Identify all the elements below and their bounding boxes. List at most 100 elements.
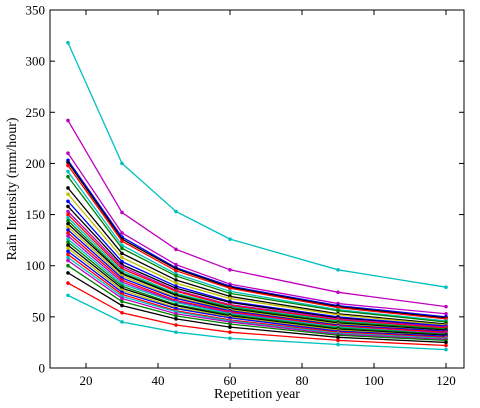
data-point <box>66 215 70 220</box>
data-point <box>66 258 70 263</box>
data-point <box>66 237 70 241</box>
data-point <box>228 330 232 335</box>
series-line <box>67 162 447 319</box>
series-6 <box>66 163 448 321</box>
data-point <box>174 281 178 285</box>
data-point <box>66 186 70 190</box>
data-point <box>66 263 70 268</box>
data-point <box>66 225 70 229</box>
data-point <box>66 252 70 257</box>
data-point <box>66 249 70 254</box>
series-line <box>67 193 447 326</box>
series-line <box>67 260 447 341</box>
data-point <box>66 163 70 168</box>
x-tick-label: 60 <box>224 373 237 388</box>
series-line <box>67 257 447 339</box>
series-line <box>67 152 447 315</box>
data-point <box>336 335 340 340</box>
series-line <box>67 120 447 308</box>
data-point <box>66 246 70 251</box>
data-point <box>174 269 178 273</box>
series-line <box>67 232 447 333</box>
data-point <box>66 118 70 123</box>
x-tick-label: 20 <box>80 373 93 388</box>
data-point <box>174 330 178 335</box>
data-point <box>336 290 340 295</box>
series-line <box>67 220 447 330</box>
data-point <box>336 308 340 313</box>
data-point <box>174 317 178 321</box>
data-point <box>120 320 124 324</box>
y-tick-label: 0 <box>39 361 46 376</box>
x-tick-label: 40 <box>152 373 165 388</box>
series-10 <box>66 192 448 327</box>
data-point <box>228 286 232 291</box>
y-axis-label: Rain Intensity (mm/hour) <box>5 117 20 260</box>
data-point <box>444 347 448 352</box>
x-axis-label: Repetition year <box>214 387 300 402</box>
series-line <box>67 241 447 335</box>
series-line <box>67 205 447 328</box>
series-line <box>67 176 447 323</box>
series-31 <box>66 271 448 345</box>
plot-frame <box>49 9 465 369</box>
data-point <box>120 246 124 251</box>
tick-layer: 20 40 60 80 100 120 0 50 100 150 200 250 300 350 <box>26 3 464 388</box>
y-tick-label: 300 <box>26 54 46 69</box>
data-point <box>444 285 448 289</box>
y-tick-label: 250 <box>26 105 46 120</box>
data-point <box>120 231 124 235</box>
data-point <box>120 251 124 256</box>
data-point <box>174 262 178 267</box>
series-line <box>67 217 447 330</box>
data-point <box>66 231 70 235</box>
series-line <box>67 238 447 335</box>
series-line <box>67 247 447 337</box>
series-2 <box>66 118 448 309</box>
data-point <box>228 291 232 296</box>
data-point <box>66 169 70 174</box>
data-point <box>66 218 70 223</box>
data-point <box>66 204 70 209</box>
y-tick-label: 350 <box>26 3 46 18</box>
data-point <box>66 212 70 217</box>
series-3 <box>66 151 448 316</box>
series-line <box>67 214 447 329</box>
series-line <box>67 265 447 342</box>
data-point <box>120 303 124 308</box>
data-point <box>174 314 178 318</box>
data-point <box>120 310 124 315</box>
data-point <box>174 323 178 327</box>
series-line <box>67 250 447 337</box>
x-tick-label: 120 <box>436 373 456 388</box>
y-tick-label: 200 <box>26 156 46 171</box>
data-point <box>66 209 70 214</box>
data-point <box>120 210 124 215</box>
series-line <box>67 200 447 327</box>
series-line <box>67 294 447 351</box>
x-tick-label: 80 <box>296 373 309 388</box>
data-point <box>120 161 124 166</box>
data-point <box>66 174 70 179</box>
data-point <box>66 255 70 260</box>
series-33 <box>66 293 448 352</box>
data-point <box>336 268 340 272</box>
data-point <box>66 234 70 238</box>
data-point <box>228 296 232 301</box>
data-point <box>120 255 124 260</box>
data-point <box>444 311 448 316</box>
data-point <box>66 151 70 155</box>
series-line <box>67 223 447 331</box>
series-line <box>67 229 447 332</box>
data-point <box>66 293 70 298</box>
data-point <box>66 221 70 226</box>
data-point <box>66 271 70 275</box>
data-point <box>120 239 124 243</box>
data-point <box>66 40 70 45</box>
data-point <box>66 228 70 232</box>
data-point <box>66 192 70 196</box>
series-line <box>67 171 447 322</box>
data-point <box>120 259 124 264</box>
data-point <box>228 268 232 272</box>
